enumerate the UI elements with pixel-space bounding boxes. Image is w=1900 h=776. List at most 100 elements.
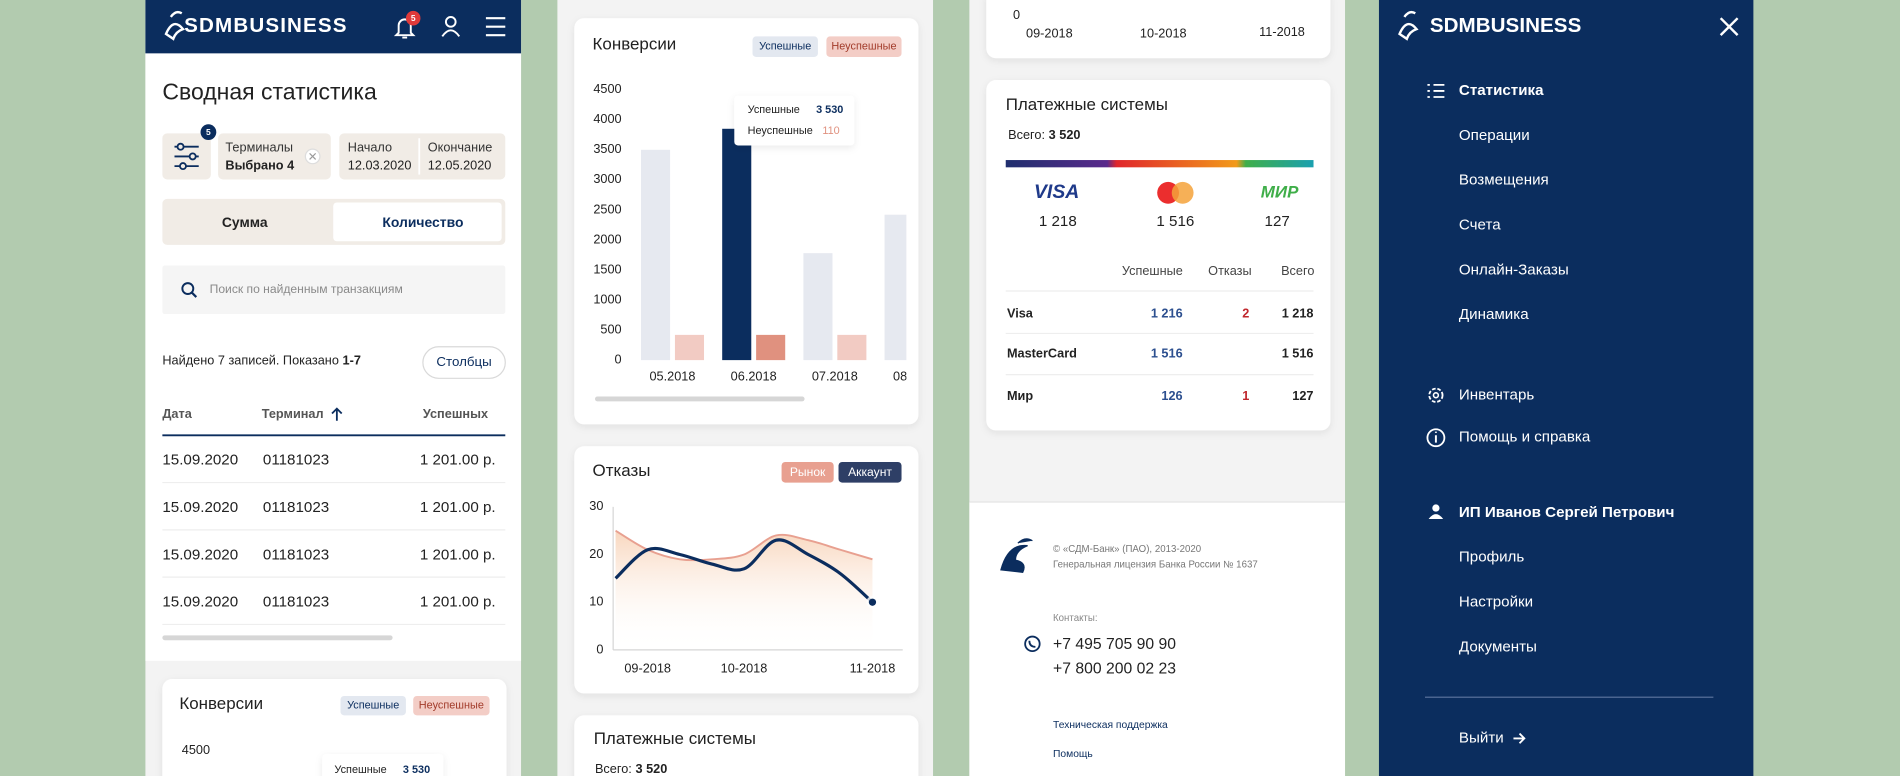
- y-tick-label: 10: [589, 594, 603, 609]
- point: [868, 598, 877, 606]
- menu-item[interactable]: Онлайн-Заказы: [1459, 261, 1569, 278]
- terminals-filter[interactable]: [218, 133, 331, 180]
- date-filter[interactable]: [339, 133, 506, 180]
- table-cell: 1 218: [1282, 305, 1314, 320]
- menu-item[interactable]: Документы: [1459, 638, 1537, 655]
- logo-icon: [1398, 10, 1419, 41]
- sort-icon[interactable]: [331, 407, 343, 421]
- menu-item[interactable]: Настройки: [1459, 594, 1533, 611]
- mir-logo: МИР: [1261, 182, 1299, 201]
- bar[interactable]: [674, 334, 705, 361]
- menu-screen: [1378, 0, 1754, 776]
- tab[interactable]: Количество: [382, 214, 463, 230]
- logout[interactable]: Выйти: [1459, 729, 1504, 746]
- y-tick-label: 0: [1013, 7, 1020, 22]
- y-tick-label: 4500: [593, 81, 621, 96]
- scrollbar[interactable]: [594, 396, 805, 402]
- bar[interactable]: [884, 214, 914, 361]
- legend-chip[interactable]: [413, 695, 490, 716]
- menu-item[interactable]: Помощь и справка: [1459, 429, 1591, 446]
- line: [615, 529, 873, 562]
- columns-button[interactable]: [422, 346, 506, 379]
- x-tick-label: 10-2018: [1140, 25, 1187, 40]
- legend-chip[interactable]: [752, 36, 818, 57]
- legend-label[interactable]: Успешные: [347, 700, 399, 712]
- table-cell: 1 516: [1151, 345, 1183, 360]
- total-part: 3 520: [635, 761, 667, 776]
- menu-item[interactable]: Операции: [1459, 127, 1530, 144]
- menu-item[interactable]: Динамика: [1459, 306, 1529, 323]
- footer-text: © «СДМ-Банк» (ПАО), 2013-2020: [1053, 544, 1202, 555]
- menu-item[interactable]: Статистика: [1459, 82, 1544, 99]
- table-cell: 15.09.2020: [162, 594, 238, 611]
- legend-label[interactable]: Рынок: [790, 465, 826, 479]
- tab[interactable]: Сумма: [222, 214, 268, 230]
- filter-value: 12.03.2020: [348, 157, 412, 172]
- table-cell: 01181023: [263, 499, 329, 516]
- header: [145, 0, 522, 54]
- menu-item[interactable]: Инвентарь: [1459, 386, 1534, 403]
- card-title: Отказы: [593, 461, 651, 480]
- legend-label[interactable]: Неуспешные: [419, 700, 484, 712]
- close-icon[interactable]: [1719, 17, 1739, 37]
- bar[interactable]: [756, 334, 786, 361]
- table-cell: 1 201.00 р.: [420, 546, 496, 563]
- menu-item[interactable]: Возмещения: [1459, 172, 1549, 189]
- legend-chip[interactable]: [781, 461, 834, 483]
- search-placeholder: Поиск по найденным транзакциям: [210, 282, 403, 296]
- bar[interactable]: [803, 253, 833, 361]
- menu-item[interactable]: Профиль: [1459, 549, 1524, 566]
- brand-count: 1 218: [1039, 213, 1077, 230]
- user-icon[interactable]: [444, 16, 457, 28]
- y-tick-label: 500: [600, 321, 621, 336]
- filter-label: Терминалы: [225, 139, 293, 154]
- mastercard-logo: [1171, 181, 1194, 204]
- menu-item[interactable]: Счета: [1459, 217, 1501, 234]
- brand-count: 1 516: [1156, 213, 1194, 230]
- column-header: Успешных: [423, 406, 488, 421]
- page-title: Сводная статистика: [162, 78, 377, 104]
- footer-link[interactable]: Техническая поддержка: [1053, 720, 1168, 731]
- legend-label[interactable]: Неуспешные: [831, 41, 896, 53]
- filter-value: 12.05.2020: [428, 157, 492, 172]
- footer-link[interactable]: Помощь: [1053, 749, 1093, 760]
- legend-label[interactable]: Аккаунт: [848, 465, 892, 479]
- active-tab[interactable]: [333, 202, 502, 242]
- card: [986, 0, 1331, 59]
- tooltip-label: Успешные: [748, 104, 800, 116]
- total-part: Всего:: [595, 761, 632, 776]
- footer: [969, 501, 1346, 776]
- y-tick-label: 2500: [593, 201, 621, 216]
- bar[interactable]: [641, 149, 671, 361]
- tooltip-label: Неуспешные: [748, 125, 813, 137]
- phone: +7 800 200 02 23: [1053, 660, 1176, 677]
- column-header: Дата: [162, 406, 192, 421]
- bar[interactable]: [722, 128, 752, 361]
- legend-chip[interactable]: [826, 36, 902, 57]
- scrollbar[interactable]: [162, 635, 393, 641]
- y-tick-label: 1500: [593, 261, 621, 276]
- tooltip-value: 110: [822, 125, 839, 137]
- legend-chip[interactable]: [340, 695, 406, 716]
- bar[interactable]: [837, 334, 867, 361]
- search-box[interactable]: [162, 265, 506, 315]
- button-label[interactable]: Столбцы: [436, 354, 491, 369]
- x-tick-label: 06.2018: [731, 368, 777, 383]
- table-cell: 1 201.00 р.: [420, 499, 496, 516]
- x-tick-label: 11-2018: [850, 661, 896, 676]
- footer-logo: [1000, 538, 1033, 573]
- search-icon: [181, 282, 195, 296]
- menu-icon[interactable]: [485, 17, 506, 37]
- y-tick-label: 30: [589, 498, 603, 513]
- notification-badge: [405, 10, 421, 26]
- line: [614, 538, 874, 604]
- phone-icon-inner: [1028, 640, 1036, 648]
- filter-label: Окончание: [428, 139, 493, 154]
- table-cell: 15.09.2020: [162, 499, 238, 516]
- table-cell: 1 516: [1282, 345, 1314, 360]
- filter-knob: [176, 142, 185, 151]
- legend-label[interactable]: Успешные: [759, 41, 811, 53]
- table-cell: 01181023: [263, 546, 329, 563]
- y-tick-label: 4500: [182, 742, 210, 757]
- legend-chip[interactable]: [838, 461, 902, 483]
